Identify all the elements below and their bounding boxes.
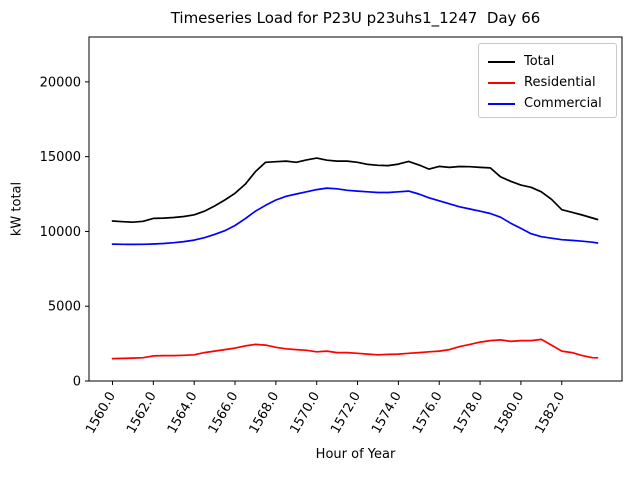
plot-area [88,36,623,382]
series-line-residential [111,338,599,360]
chart-title: Timeseries Load for P23U p23uhs1_1247 Da… [170,9,541,27]
series-line-total [111,157,599,224]
x-tick-label: 1566.0 [206,390,242,437]
x-tick-label: 1568.0 [247,390,283,437]
legend: Total Residential Commercial [478,43,617,118]
legend-label-commercial: Commercial [524,96,602,111]
x-tick-label: 1582.0 [532,390,568,437]
x-tick-label: 1578.0 [451,390,487,437]
y-ticks: 0 5000 10000 15000 20000 [40,75,89,390]
x-tick-label: 1580.0 [492,390,528,437]
series-line-commercial [111,187,599,246]
x-tick-label: 1564.0 [165,390,201,437]
x-ticks: 1560.0 1562.0 1564.0 1566.0 1568.0 1570.0 1572… [83,381,568,436]
y-tick-label: 20000 [40,75,81,90]
y-tick-label: 15000 [40,150,81,165]
x-tick-label: 1560.0 [83,390,119,437]
x-tick-label: 1572.0 [328,390,364,437]
x-tick-label: 1574.0 [369,390,405,437]
legend-item-residential: Residential [488,72,607,93]
legend-label-total: Total [524,54,555,69]
legend-line-residential-swatch [488,81,515,84]
y-tick-label: 0 [73,375,81,390]
series-lines [111,157,599,360]
x-axis-label: Hour of Year [315,447,396,462]
x-tick-label: 1576.0 [410,390,446,437]
legend-line-commercial-swatch [488,102,515,105]
legend-label-residential: Residential [524,75,596,90]
legend-line-total-swatch [488,60,515,63]
legend-item-total: Total [488,51,607,72]
x-tick-label: 1562.0 [124,390,160,437]
x-tick-label: 1570.0 [287,390,323,437]
legend-item-commercial: Commercial [488,93,607,114]
y-tick-label: 5000 [48,300,81,315]
y-tick-label: 10000 [40,225,81,240]
